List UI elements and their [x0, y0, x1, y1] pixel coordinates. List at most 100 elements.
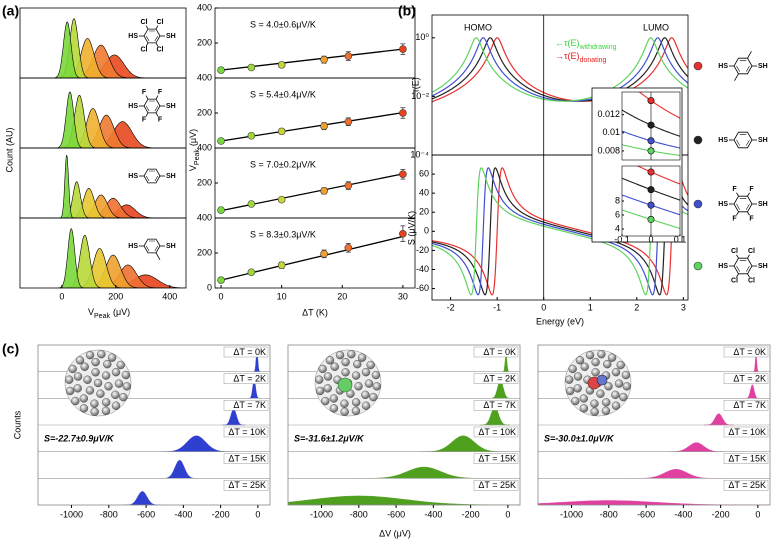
fullerene-atom [323, 372, 333, 381]
atom-label: Cl [731, 248, 738, 255]
x-tick-label: 0 [541, 302, 546, 312]
histogram-peak [356, 466, 492, 479]
atom-label: F [142, 89, 147, 96]
fullerene-atom [103, 359, 112, 369]
x-tick-label: 0 [505, 509, 510, 519]
data-point [247, 131, 256, 140]
annotation: S = 4.0±0.6μV/K [250, 19, 316, 29]
row-label-box [723, 373, 769, 384]
legend-arrow: ← [555, 38, 564, 48]
atom-label: SH [758, 201, 768, 208]
atom-label: F [158, 117, 163, 124]
fullerene-atom [90, 407, 99, 417]
row-label-box [223, 453, 269, 464]
x-tick-label: -200 [712, 509, 730, 519]
data-point [217, 206, 225, 214]
data-point [277, 261, 286, 270]
molecule: HS SHF FF F [128, 89, 175, 124]
fullerene-atom [79, 394, 88, 403]
y-axis-label: S (μV/K) [406, 211, 416, 245]
bond [736, 192, 739, 197]
bond [747, 51, 752, 59]
y-tick-label: 10⁻² [411, 91, 429, 101]
y-tick-label: 400 [197, 142, 212, 152]
fullerene-atom [64, 375, 74, 384]
data-point [217, 137, 225, 145]
annotation: S = 5.4±0.4μV/K [250, 89, 316, 99]
bond [736, 254, 739, 259]
fullerene-atom [351, 371, 361, 380]
x-tick-label: -400 [424, 509, 442, 519]
row-label-box [723, 480, 769, 491]
row-label: ΔT = 10K [228, 427, 266, 437]
atom-label: SH [166, 33, 176, 40]
plot-area [123, 350, 261, 505]
row-label: ΔT = 7K [483, 400, 516, 410]
atom-label: SH [166, 173, 176, 180]
fullerene-atom [372, 382, 382, 391]
plot-area [59, 154, 162, 218]
data-point [399, 229, 407, 238]
x-tick-label: 1 [588, 302, 593, 312]
fullerene-atom [580, 362, 589, 371]
inset-y-tick-label: 0.012 [597, 109, 620, 119]
row-label-box [223, 426, 269, 438]
atom-label: Cl [748, 278, 755, 285]
y-tick-label: -60 [416, 283, 429, 293]
fullerene-atom [573, 372, 583, 381]
annotation: LUMO [643, 22, 669, 32]
fullerene-atom [591, 357, 600, 367]
y-tick-label: 60 [419, 168, 429, 178]
aromatic-bonds [145, 30, 159, 42]
x-tick-label: 30 [398, 291, 408, 301]
y-tick-label: 200 [197, 37, 212, 47]
annotation: S=-30.0±1.0μV/K [544, 433, 615, 443]
data-point [217, 276, 225, 284]
y-tick-label: 0 [207, 282, 212, 292]
inset-point [647, 97, 655, 105]
fullerene-atom [601, 398, 611, 407]
legend-subscript: donating [580, 57, 607, 64]
row-label: ΔT = 10K [478, 427, 516, 437]
bond [747, 254, 750, 259]
plot-frame [431, 154, 689, 301]
inset-y-tick-label: 0.008 [597, 145, 620, 155]
row-label: ΔT = 7K [233, 400, 266, 410]
fullerene-atom [585, 350, 595, 360]
plot-area [288, 353, 520, 505]
row-label: ΔT = 10K [728, 427, 766, 437]
y-tick-label: 200 [197, 247, 212, 257]
fullerene-atom [603, 359, 612, 369]
fullerene-atom [85, 350, 95, 360]
plot-area [57, 228, 186, 288]
legend-arrow: → [555, 51, 564, 61]
row-label: ΔT = 25K [728, 480, 766, 490]
fullerene-atom [315, 386, 325, 396]
data-point [217, 66, 225, 74]
histogram-peak [288, 495, 520, 505]
bond [145, 112, 149, 117]
annotation: HOMO [464, 22, 492, 32]
fullerene-atom [341, 368, 350, 377]
plot-area [538, 353, 770, 505]
bond [145, 95, 149, 100]
y-tick-label: 10⁰ [415, 32, 429, 42]
bond [736, 273, 739, 278]
atom-label: F [732, 216, 737, 223]
annotation: S = 7.0±0.2μV/K [250, 159, 316, 169]
y-tick-label: 200 [197, 107, 212, 117]
histogram-peak [703, 413, 734, 426]
row-label-box [223, 373, 269, 384]
fullerene-atom [364, 379, 374, 388]
fullerene-atom [97, 349, 106, 359]
bond [145, 25, 149, 30]
data-point [277, 195, 286, 204]
inset-y-tick-label: 8 [615, 195, 620, 205]
inset-plot-frame [621, 91, 681, 161]
x-tick-label: -200 [212, 509, 230, 519]
fullerene-atom [91, 357, 100, 367]
row-label: ΔT = 0K [733, 347, 766, 357]
fullerene-atom [621, 370, 631, 380]
y-axis-label: VPeak (μV) [188, 129, 201, 171]
bond [747, 273, 750, 278]
